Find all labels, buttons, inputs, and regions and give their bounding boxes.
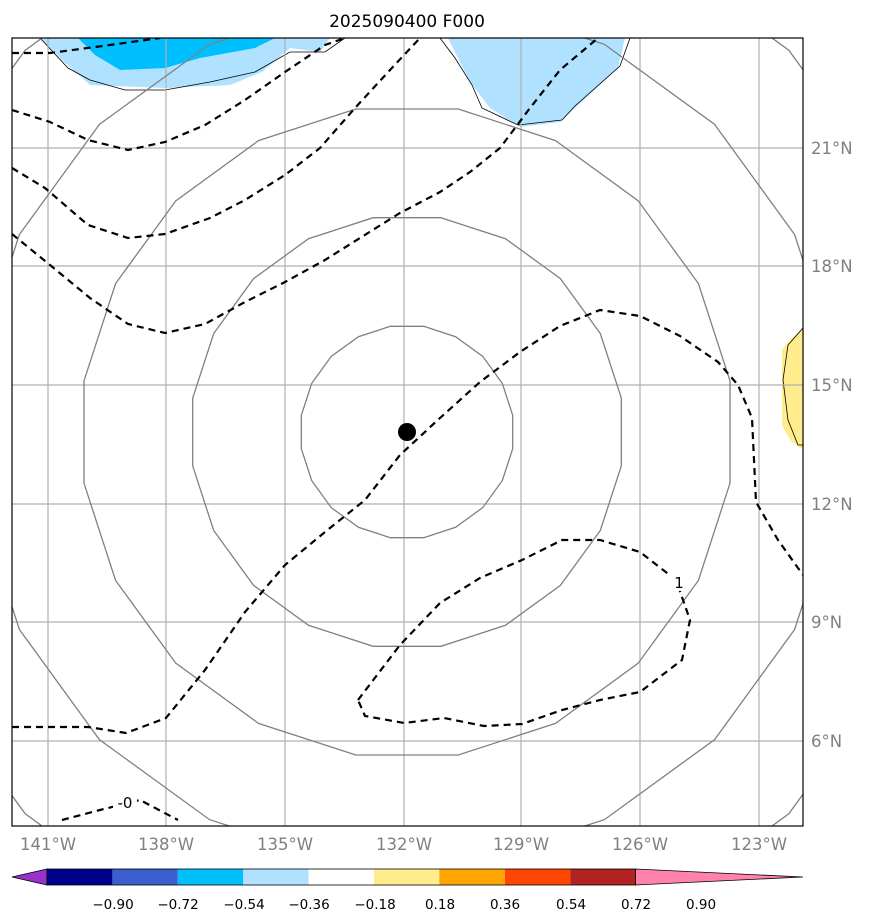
colorbar-segment bbox=[308, 869, 374, 885]
range-ring bbox=[83, 108, 731, 756]
range-ring bbox=[12, 38, 803, 826]
lon-label: 129°W bbox=[493, 835, 549, 854]
lon-label: 135°W bbox=[257, 835, 313, 854]
outline-e bbox=[782, 327, 803, 446]
contour-label-bg-1 bbox=[670, 573, 686, 591]
colorbar-tick-label: 0.90 bbox=[686, 897, 716, 913]
map-title: 2025090400 F000 bbox=[329, 12, 485, 32]
lon-label: 126°W bbox=[612, 835, 668, 854]
colorbar bbox=[11, 868, 804, 886]
contours bbox=[12, 38, 803, 822]
contour-label-bg-0 bbox=[113, 793, 137, 811]
lat-label: 21°N bbox=[811, 139, 853, 158]
colorbar-tick-label: 0.54 bbox=[556, 897, 586, 913]
colorbar-tick-label: −0.18 bbox=[354, 897, 395, 913]
contour-line-2 bbox=[12, 38, 346, 152]
lon-label: 123°W bbox=[731, 835, 787, 854]
lat-label: 9°N bbox=[811, 613, 842, 632]
contour-line-6 bbox=[356, 538, 692, 728]
shade-light-blue-n bbox=[448, 38, 625, 127]
colorbar-segment bbox=[374, 869, 440, 885]
gridlines bbox=[12, 38, 803, 826]
colorbar-tick-label: −0.72 bbox=[157, 897, 198, 913]
colorbar-segment bbox=[570, 869, 636, 885]
range-ring bbox=[192, 217, 622, 647]
contour-line-4 bbox=[12, 38, 599, 335]
outline-n bbox=[439, 38, 631, 126]
colorbar-extend-high bbox=[635, 868, 804, 886]
contour-label-1: 1 bbox=[674, 574, 684, 592]
colorbar-ticks: −0.90 −0.72 −0.54 −0.36 −0.18 0.18 0.36 … bbox=[92, 897, 716, 913]
longitude-labels: 141°W 138°W 135°W 132°W 129°W 126°W 123°… bbox=[20, 835, 787, 854]
colorbar-segment bbox=[504, 869, 571, 885]
latitude-labels: 21°N 18°N 15°N 12°N 9°N 6°N bbox=[811, 139, 853, 751]
lat-label: 18°N bbox=[811, 257, 853, 276]
colorbar-outline bbox=[46, 868, 636, 886]
storm-center-marker bbox=[398, 423, 416, 441]
lat-label: 6°N bbox=[811, 732, 842, 751]
shade-blue-nw bbox=[78, 38, 275, 70]
lon-label: 132°W bbox=[376, 835, 432, 854]
colorbar-tick-label: −0.90 bbox=[92, 897, 133, 913]
map-frame bbox=[11, 37, 804, 827]
contour-line-7 bbox=[61, 798, 179, 822]
outline-nw bbox=[39, 38, 346, 91]
colorbar-segment bbox=[177, 869, 244, 885]
contour-line-5 bbox=[12, 308, 803, 735]
contour-line-3 bbox=[12, 38, 421, 240]
contour-label-0: -0 bbox=[118, 794, 133, 812]
contour-line-1 bbox=[12, 38, 161, 55]
lat-label: 12°N bbox=[811, 495, 853, 514]
colorbar-segment bbox=[47, 869, 113, 885]
shade-yellow-e bbox=[782, 328, 803, 448]
lon-label: 141°W bbox=[20, 835, 76, 854]
colorbar-tick-label: 0.18 bbox=[425, 897, 455, 913]
colorbar-extend-low bbox=[11, 868, 48, 886]
range-ring bbox=[300, 325, 514, 539]
lat-label: 15°N bbox=[811, 376, 853, 395]
colorbar-tick-label: −0.54 bbox=[223, 897, 264, 913]
lon-label: 138°W bbox=[138, 835, 194, 854]
colorbar-segment bbox=[439, 869, 505, 885]
colorbar-tick-label: −0.36 bbox=[288, 897, 329, 913]
colorbar-segment bbox=[112, 869, 178, 885]
colorbar-tick-label: 0.72 bbox=[621, 897, 651, 913]
colorbar-tick-label: 0.36 bbox=[490, 897, 520, 913]
colorbar-segment bbox=[243, 869, 309, 885]
